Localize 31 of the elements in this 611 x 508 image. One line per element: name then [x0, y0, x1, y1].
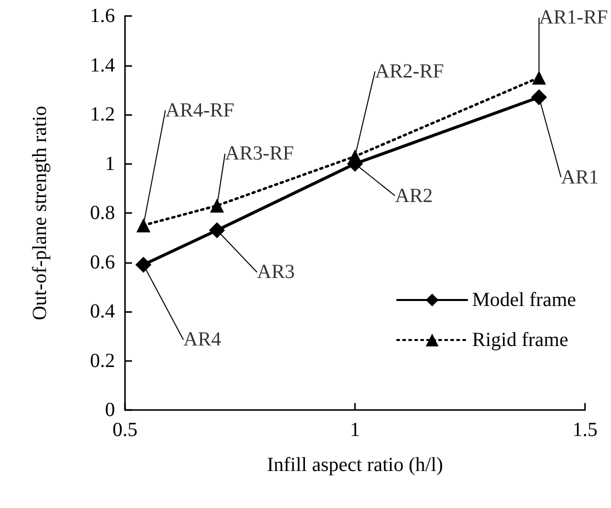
point	[531, 89, 547, 106]
y-tick-label: 1.2	[90, 104, 115, 126]
y-tick-label: 1	[105, 152, 115, 175]
y-tick-label: 1.4	[90, 54, 115, 76]
point	[210, 198, 224, 213]
legend-label: Rigid frame	[472, 329, 568, 351]
y-tick-label: 0	[105, 399, 115, 421]
y-tick-label: 0.8	[90, 202, 115, 224]
x-tick-label: 0.5	[112, 419, 138, 441]
annotation: AR2	[395, 184, 433, 207]
y-tick-label: 0.4	[90, 300, 115, 322]
point	[532, 70, 546, 85]
y-tick-label: 0.2	[90, 350, 115, 372]
annotation: AR1-RF	[539, 6, 608, 29]
y-tick-label: 1.6	[90, 5, 115, 27]
point	[209, 222, 225, 238]
annotation: AR3	[257, 261, 295, 284]
y-tick-label: 0.6	[90, 251, 115, 274]
annotation: AR4	[183, 328, 222, 351]
y-axis-title: Out-of-plane strength ratio	[29, 106, 51, 320]
x-tick-label: 1	[350, 419, 360, 441]
point	[348, 149, 362, 164]
x-axis-title: Infill aspect ratio (h/l)	[266, 454, 444, 476]
point	[136, 218, 150, 232]
annotation: AR1	[561, 166, 599, 188]
point	[135, 256, 152, 273]
annotation: AR4-RF	[165, 99, 234, 122]
annotation: AR2-RF	[375, 60, 444, 82]
legend-label: Model frame	[472, 289, 576, 311]
annotation: AR3-RF	[225, 142, 294, 165]
x-tick-label: 1.5	[572, 419, 598, 441]
